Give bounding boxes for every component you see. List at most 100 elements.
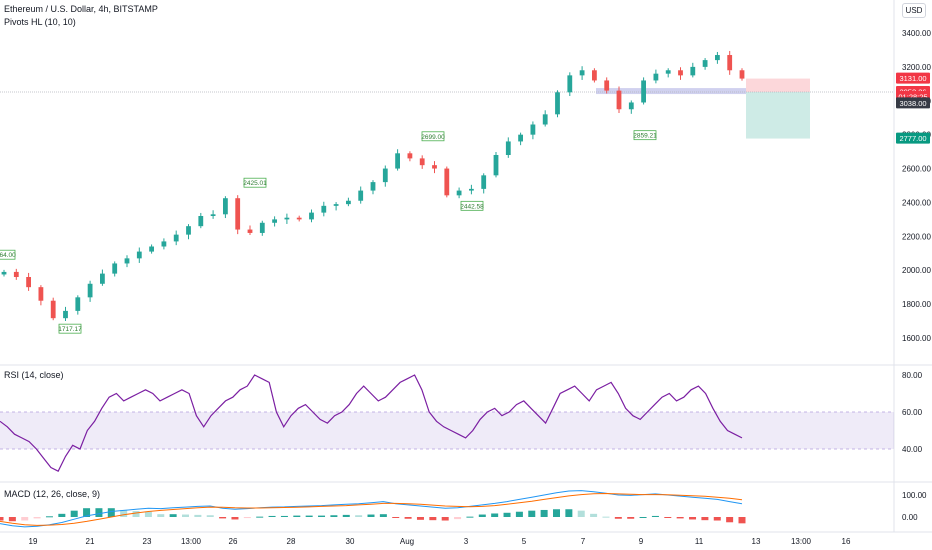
- position-stop-zone[interactable]: [746, 78, 810, 92]
- rsi-tick-label: 80.00: [902, 371, 923, 380]
- candle-body[interactable]: [432, 165, 437, 169]
- macd-histogram-bar: [726, 517, 734, 523]
- macd-histogram-bar: [219, 517, 227, 519]
- candle-body[interactable]: [38, 287, 44, 301]
- consolidation-band: [596, 88, 746, 95]
- candle-body[interactable]: [567, 75, 573, 93]
- candle-body[interactable]: [272, 219, 277, 223]
- candle-body[interactable]: [136, 251, 142, 259]
- candle-body[interactable]: [653, 73, 659, 81]
- candle-body[interactable]: [149, 246, 154, 252]
- candle-body[interactable]: [715, 55, 720, 61]
- candle-body[interactable]: [259, 222, 265, 233]
- candle-body[interactable]: [481, 175, 487, 189]
- candle-body[interactable]: [247, 229, 253, 233]
- rsi-tick-label: 60.00: [902, 408, 923, 417]
- candle-body[interactable]: [173, 234, 179, 242]
- candle-body[interactable]: [161, 241, 167, 247]
- candle-body[interactable]: [26, 277, 31, 288]
- candle-body[interactable]: [555, 92, 560, 115]
- candle-body[interactable]: [505, 141, 511, 155]
- macd-histogram-bar: [256, 516, 264, 518]
- candle-body[interactable]: [542, 114, 548, 125]
- price-tag: [896, 72, 930, 84]
- macd-histogram-bar: [58, 513, 66, 517]
- candle-body[interactable]: [284, 217, 290, 220]
- pivot-label-box: [421, 131, 445, 142]
- candle-body[interactable]: [382, 168, 388, 183]
- candle-body[interactable]: [124, 258, 130, 264]
- candle-body[interactable]: [592, 70, 597, 81]
- candle-body[interactable]: [223, 198, 228, 215]
- candle-body[interactable]: [186, 226, 191, 235]
- macd-tick-label: 100.00: [902, 491, 927, 500]
- macd-histogram-bar: [95, 508, 103, 517]
- rsi-band: [0, 412, 894, 449]
- price-tick-label: 2400.00: [902, 198, 931, 207]
- candle-body[interactable]: [13, 271, 19, 277]
- candle-body[interactable]: [739, 70, 745, 79]
- candle-body[interactable]: [579, 70, 585, 76]
- candle-body[interactable]: [616, 90, 622, 110]
- candle-body[interactable]: [370, 182, 376, 191]
- candle-body[interactable]: [493, 155, 499, 176]
- macd-histogram-bar: [614, 517, 622, 519]
- pivot-label: 2699.00: [421, 134, 445, 141]
- candle-body[interactable]: [665, 70, 671, 74]
- macd-histogram-bar: [491, 513, 499, 517]
- candle-body[interactable]: [407, 153, 413, 159]
- time-tick-label: 11: [695, 537, 704, 546]
- currency-button[interactable]: USD: [902, 3, 926, 18]
- macd-line: [0, 490, 743, 528]
- macd-histogram-bar: [664, 517, 672, 518]
- macd-histogram-bar: [355, 515, 363, 517]
- macd-histogram-bar: [169, 514, 177, 517]
- candle-body[interactable]: [530, 124, 536, 135]
- candle-body[interactable]: [235, 198, 241, 230]
- price-tick-label: 1600.00: [902, 334, 931, 343]
- macd-histogram-bar: [454, 517, 462, 520]
- candle-body[interactable]: [210, 214, 216, 216]
- candle-body[interactable]: [321, 205, 327, 213]
- macd-histogram-bar: [676, 517, 684, 519]
- candle-body[interactable]: [112, 263, 118, 274]
- candle-body[interactable]: [641, 80, 646, 103]
- price-tick-label: 2600.00: [902, 165, 931, 174]
- candle-body[interactable]: [444, 168, 450, 196]
- candle-body[interactable]: [346, 200, 351, 205]
- macd-histogram-bar: [182, 514, 189, 517]
- candle-body[interactable]: [1, 271, 7, 275]
- candle-body[interactable]: [63, 310, 68, 319]
- candle-body[interactable]: [358, 190, 364, 201]
- time-tick-label: 28: [287, 537, 296, 546]
- signal-line: [0, 492, 743, 526]
- macd-histogram-bar: [0, 517, 4, 521]
- macd-histogram-bar: [553, 509, 560, 517]
- candle-body[interactable]: [87, 283, 93, 298]
- candle-body[interactable]: [628, 102, 634, 110]
- candle-body[interactable]: [333, 204, 339, 206]
- candle-body[interactable]: [198, 216, 204, 227]
- candle-body[interactable]: [690, 66, 696, 76]
- macd-tick-label: 0.00: [902, 513, 918, 522]
- candle-body[interactable]: [296, 217, 302, 220]
- candle-body[interactable]: [702, 60, 708, 67]
- price-tag: [896, 97, 930, 109]
- macd-histogram-bar: [268, 515, 276, 517]
- candle-body[interactable]: [419, 158, 425, 166]
- macd-histogram-bar: [503, 512, 511, 517]
- candle-body[interactable]: [469, 188, 474, 191]
- candle-body[interactable]: [518, 134, 523, 142]
- candle-body[interactable]: [456, 190, 462, 196]
- candle-body[interactable]: [309, 212, 314, 220]
- candle-body[interactable]: [678, 70, 683, 76]
- candle-body[interactable]: [727, 55, 733, 71]
- candle-body[interactable]: [75, 297, 81, 311]
- candle-body[interactable]: [395, 153, 400, 169]
- candle-body[interactable]: [100, 273, 105, 284]
- candle-body[interactable]: [50, 300, 56, 319]
- macd-histogram-bar: [132, 511, 140, 517]
- position-target-zone[interactable]: [746, 91, 810, 139]
- candle-body[interactable]: [604, 80, 610, 91]
